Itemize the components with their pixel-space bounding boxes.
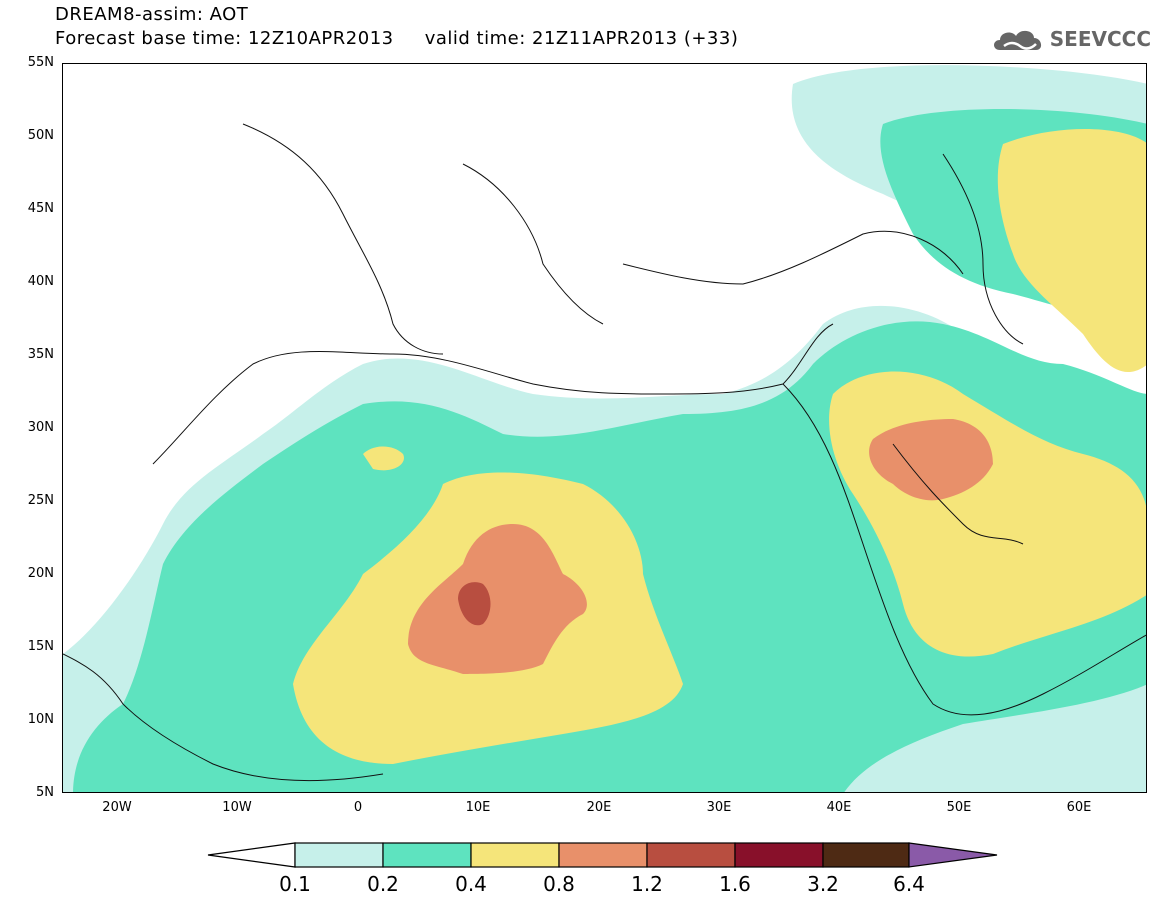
lat-label-10n: 10N [27,712,54,727]
lat-label-30n: 30N [27,420,54,435]
colorbar-label-0.1: 0.1 [279,872,311,896]
colorbar-label-6.4: 6.4 [893,872,925,896]
aot-field-1.2 [458,582,491,626]
colorbar-label-1.2: 1.2 [631,872,663,896]
map-title: DREAM8-assim: AOT [55,4,249,25]
lat-label-15n: 15N [27,639,54,654]
aot-contour-map [63,65,1146,792]
coastlines [63,123,1146,782]
lat-label-25n: 25N [27,493,54,508]
colorbar-label-3.2: 3.2 [807,872,839,896]
colorbar-label-1.6: 1.6 [719,872,751,896]
colorbar-box-0.2 [382,842,472,868]
lon-label-20w: 20W [102,800,132,815]
lon-label-0: 0 [353,800,363,815]
lon-label-10w: 10W [222,800,252,815]
logo-text: SEEVCCC [1049,27,1151,51]
colorbar-box-0.1 [294,842,384,868]
lat-label-40n: 40N [27,274,54,289]
cloud-icon [993,30,1041,50]
lat-label-50n: 50N [27,128,54,143]
lon-label-20e: 20E [586,800,612,815]
lat-label-55n: 55N [27,55,54,70]
colorbar-label-0.8: 0.8 [543,872,575,896]
aot-colorbar [207,842,998,868]
colorbar-arrow-right [908,842,998,868]
lon-label-10e: 10E [465,800,491,815]
map-subtitle: Forecast base time: 12Z10APR2013 valid t… [55,28,739,49]
lon-label-50e: 50E [946,800,972,815]
lat-label-35n: 35N [27,347,54,362]
lat-label-5n: 5N [36,785,54,800]
lat-label-20n: 20N [27,566,54,581]
colorbar-box-0.4 [470,842,560,868]
lon-label-60e: 60E [1066,800,1092,815]
colorbar-box-1.6 [734,842,824,868]
aot-field-0.8 [408,419,993,674]
lat-label-45n: 45N [27,201,54,216]
colorbar-box-0.8 [558,842,648,868]
colorbar-label-0.2: 0.2 [367,872,399,896]
lon-label-30e: 30E [706,800,732,815]
colorbar-arrow-left [207,842,296,868]
colorbar-box-1.2 [646,842,736,868]
colorbar-box-3.2 [822,842,910,868]
colorbar-label-0.4: 0.4 [455,872,487,896]
aot-map [62,63,1147,793]
seevccc-logo: SEEVCCC [990,24,1151,54]
lon-label-40e: 40E [826,800,852,815]
